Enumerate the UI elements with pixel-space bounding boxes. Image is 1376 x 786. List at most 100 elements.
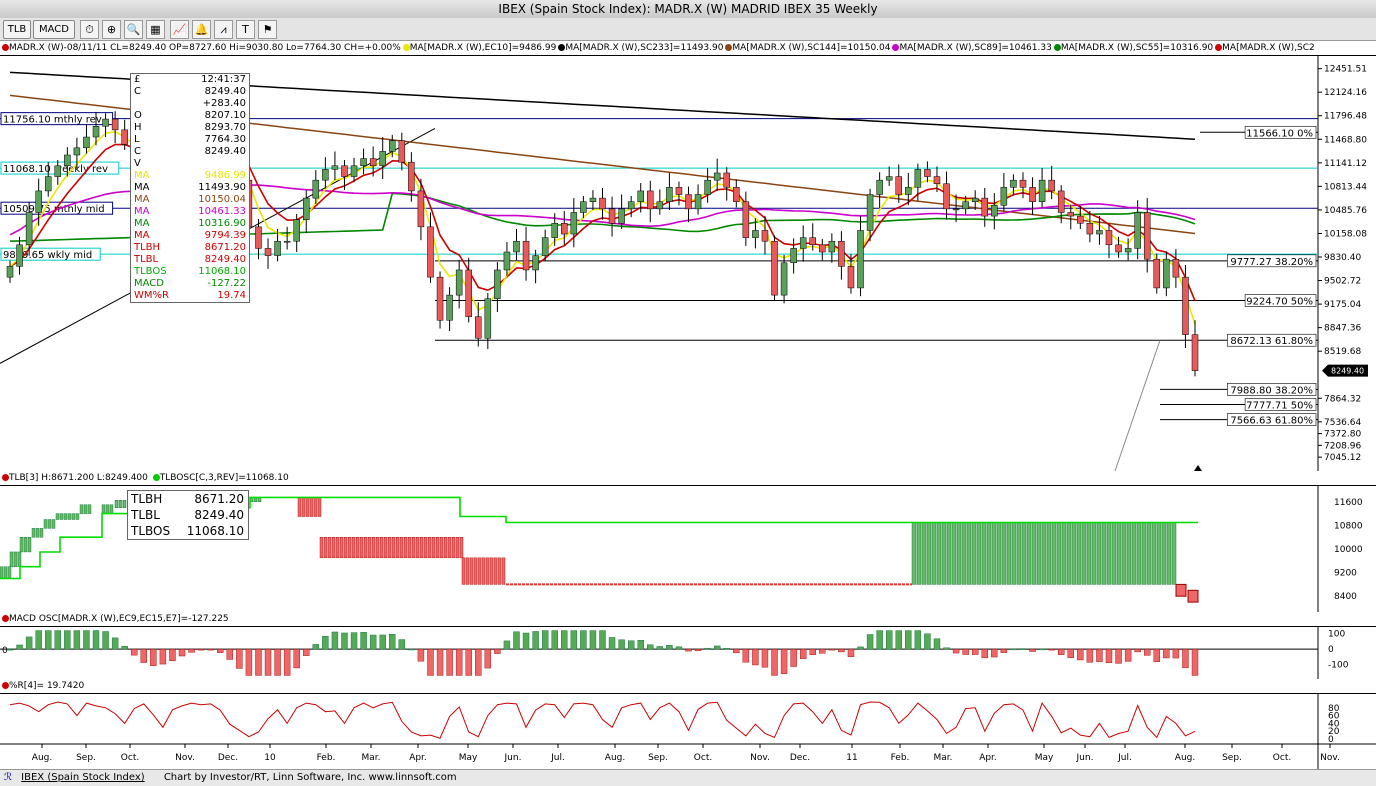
candle-up <box>541 237 549 256</box>
series-dot-icon <box>558 44 566 51</box>
tlb-button[interactable]: TLB <box>3 20 31 39</box>
candle-up <box>303 197 310 220</box>
y-tick-label: 8519.68 <box>1324 347 1361 357</box>
info-row: MA 10316.90 <box>131 218 249 230</box>
candle-up <box>92 126 100 138</box>
symbol-link[interactable]: IBEX (Spain Stock Index) <box>21 772 145 783</box>
info-row: MA 11493.90 <box>131 182 249 194</box>
info-label: TLBH <box>134 242 161 253</box>
tlb-brick-up <box>1041 522 1047 585</box>
tlb-box-label: TLBOS <box>131 524 171 538</box>
macd-bar-positive <box>866 634 874 650</box>
fib-label: 11566.10 0% <box>1246 128 1313 139</box>
tlb-brick-down <box>431 537 436 559</box>
tlb-brick-down <box>473 557 478 585</box>
tlb-brick-down <box>363 537 368 559</box>
tlb-box-row: TLBH 8671.20 <box>128 491 248 507</box>
tlb-brick-up <box>1156 522 1162 585</box>
macd-bar-negative <box>981 648 988 659</box>
tlb-brick-up <box>936 522 942 585</box>
macd-bar-positive <box>121 646 128 650</box>
tlb-brick-up <box>71 513 76 520</box>
williams-r-panel[interactable]: 80 60 40 20 0 Aug. Sep. Oct. Nov. Dec. 10 Feb. Mar. A… <box>0 694 1376 769</box>
macd-bar-negative <box>1048 648 1055 651</box>
tlb-brick-up <box>1086 522 1092 585</box>
tlb-brick-down <box>391 537 396 559</box>
tlb-brick-up <box>0 566 4 579</box>
zoom-icon[interactable]: 🔍 <box>124 20 143 39</box>
candle-up <box>322 169 329 181</box>
line-chart-icon[interactable]: 📈 <box>170 20 189 39</box>
candle-down <box>341 165 348 177</box>
header-item-4: MA[MADR.X (W),SC89]=10461.33 <box>899 43 1052 53</box>
macd-bar-positive <box>895 630 902 650</box>
candle-up <box>876 179 883 195</box>
info-label: MA <box>134 170 150 181</box>
x-tick-label: May <box>1035 753 1054 763</box>
macd-button[interactable]: MACD <box>33 20 75 39</box>
wr-y-tick-label: 80 <box>1328 704 1340 714</box>
macd-y-tick-label: 0 <box>1328 645 1334 655</box>
macd-bar-positive <box>637 640 644 650</box>
candle-down <box>1172 258 1180 278</box>
x-tick-label: Aug. <box>32 753 52 763</box>
macd-bar-negative <box>178 648 186 657</box>
tlb-brick-down <box>485 557 490 585</box>
info-row: WM%R 19.74 <box>131 290 249 302</box>
x-tick-label: Jun. <box>504 753 522 763</box>
bar-chart-icon[interactable]: ▦ <box>146 20 165 39</box>
tlb-brick-up <box>1151 522 1157 585</box>
info-row: MA 10461.33 <box>131 206 249 218</box>
x-tick-label: Sep. <box>76 753 96 763</box>
info-value: 10150.04 <box>198 194 246 205</box>
tlb-brick-up <box>59 513 64 520</box>
x-tick-label: Mar. <box>933 753 952 763</box>
info-label: MA <box>134 194 150 205</box>
alarm-bell-icon[interactable]: 🔔 <box>192 20 211 39</box>
info-value: -127.22 <box>207 278 246 289</box>
candle-up <box>16 244 23 267</box>
tlb-brick-up <box>991 522 997 585</box>
level-label: 10509.75 mthly mid <box>3 204 105 215</box>
candle-up <box>656 201 664 210</box>
macd-bar-positive <box>25 636 33 650</box>
stopwatch-icon[interactable]: ⏱ <box>80 20 99 39</box>
tlb-brick-up <box>101 504 106 514</box>
candle-down <box>608 208 616 224</box>
macd-bar-positive <box>924 633 931 650</box>
signal-icon[interactable]: ⚑ <box>258 20 277 39</box>
info-row: MA 9486.99 <box>131 170 249 182</box>
macd-dot-icon <box>2 615 9 622</box>
info-label: MA <box>134 182 150 193</box>
price-chart-header: MADR.X (W)-08/11/11 CL=8249.40 OP=8727.6… <box>0 42 1376 56</box>
fib-label-box <box>1227 254 1317 268</box>
title-icon[interactable]: T <box>236 20 255 39</box>
macd-bar-positive <box>713 645 721 650</box>
williams-r-header: %R[4]= 19.7420 <box>0 680 1376 694</box>
macd-panel[interactable]: 0 100 0 -100 <box>0 627 1376 679</box>
candle-up <box>389 140 396 152</box>
y-tick-label: 10158.08 <box>1324 229 1367 239</box>
tlb-brick-down <box>351 537 356 559</box>
crosshair-icon[interactable]: ⊕ <box>102 20 121 39</box>
header-item-3: MA[MADR.X (W),SC144]=10150.04 <box>732 43 891 53</box>
series-dot-icon <box>725 44 733 51</box>
tlb-panel[interactable]: 11600 10800 10000 9200 8400 <box>0 486 1376 612</box>
macd-bar-negative <box>733 648 740 654</box>
candle-down <box>924 169 931 177</box>
macd-bar-negative <box>1029 648 1036 652</box>
macd-y-tick-label: -100 <box>1328 661 1349 671</box>
macd-bar-positive <box>379 634 386 650</box>
macd-bar-negative <box>838 648 845 653</box>
tlb-brick-up <box>79 504 84 514</box>
window-title: IBEX (Spain Stock Index): MADR.X (W) MAD… <box>0 0 1376 19</box>
trend-icon[interactable]: ⩘ <box>214 20 233 39</box>
x-tick-label: 10 <box>264 753 276 763</box>
macd-bar-negative <box>780 648 788 674</box>
tlb-chart-svg[interactable]: 11600 10800 10000 9200 8400 <box>0 486 1376 612</box>
macd-bar-negative <box>436 648 444 676</box>
macd-chart-svg[interactable]: 0 100 0 -100 <box>0 627 1376 679</box>
info-label: WM%R <box>134 290 169 301</box>
info-value: 8249.40 <box>204 146 246 157</box>
